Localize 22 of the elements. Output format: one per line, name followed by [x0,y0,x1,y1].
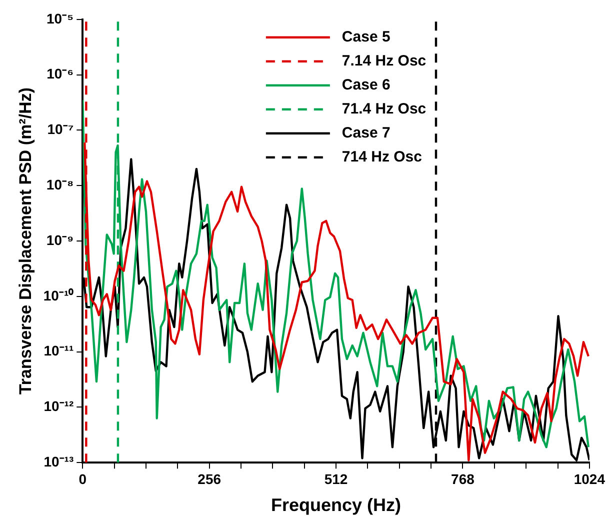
x-axis-title: Frequency (Hz) [271,495,402,516]
x-tick-label: 1024 [574,470,606,487]
legend-label: Case 5 [342,28,390,46]
legend-label: Case 6 [342,76,390,94]
legend-label: 71.4 Hz Osc [342,100,426,118]
x-tick-label: 768 [451,470,475,487]
y-tick-label: 10⁻⁵ [46,10,74,26]
y-tick-label: 10⁻¹¹ [44,342,74,359]
legend-label: 7.14 Hz Osc [342,52,426,70]
y-tick-label: 10⁻¹² [44,398,74,414]
y-tick-label: 10⁻¹³ [44,453,74,470]
x-tick-label: 256 [198,470,222,487]
y-tick-label: 10⁻⁸ [46,176,74,192]
y-tick-label: 10⁻¹⁰ [43,287,74,304]
y-axis-title: Transverse Displacement PSD (m²/Hz) [16,87,35,395]
x-tick-label: 512 [324,470,348,487]
y-tick-label: 10⁻⁷ [47,121,74,138]
legend-label: Case 7 [342,124,390,142]
legend-label: 714 Hz Osc [342,148,422,166]
y-tick-label: 10⁻⁶ [46,66,74,82]
y-tick-label: 10⁻⁹ [46,232,74,248]
x-tick-label: 0 [78,470,87,487]
